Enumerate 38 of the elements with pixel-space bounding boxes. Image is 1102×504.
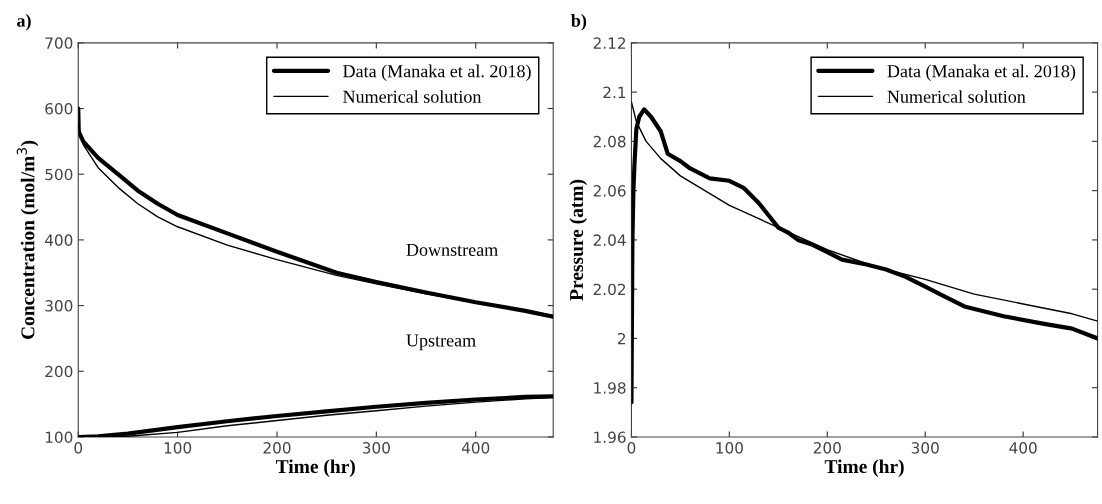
y-tick-label: 2.04 <box>593 234 626 246</box>
x-axis-title: Time (hr) <box>824 459 904 478</box>
x-tick-label: 300 <box>911 442 939 454</box>
x-tick-label: 300 <box>362 442 390 454</box>
x-tick-label: 200 <box>263 442 291 454</box>
y-tick-label: 2.02 <box>593 283 626 296</box>
y-tick-label: 600 <box>45 102 73 115</box>
x-tick-label: 0 <box>74 442 83 454</box>
annotation: Downstream <box>406 243 498 256</box>
chart-title: b) <box>571 14 587 31</box>
x-tick-label: 200 <box>813 442 841 454</box>
y-tick-label: 700 <box>45 37 73 49</box>
y-tick-label: 2.1 <box>603 86 626 98</box>
y-tick-label: 1.98 <box>594 382 626 394</box>
y-tick-label: 2.12 <box>593 37 626 49</box>
legend-label: Numerical solution <box>343 90 482 103</box>
y-tick-label: 200 <box>45 365 73 378</box>
legend-label: Numerical solution <box>887 90 1026 103</box>
annotation: Upstream <box>406 334 476 351</box>
x-tick-label: 400 <box>461 442 490 454</box>
x-tick-label: 100 <box>164 442 192 454</box>
y-axis-title: Pressure (atm) <box>569 179 588 301</box>
x-tick-label: 400 <box>1009 442 1037 454</box>
legend-label: Data (Manaka et al. 2018) <box>343 64 531 81</box>
y-tick-label: 1.96 <box>594 431 626 443</box>
x-tick-label: 100 <box>716 442 743 454</box>
y-tick-label: 2.06 <box>593 185 626 197</box>
y-tick-label: 100 <box>45 431 73 443</box>
y-tick-label: 2 <box>617 332 626 345</box>
legend-label: Data (Manaka et al. 2018) <box>887 64 1076 81</box>
y-axis-title: Concentration (mol/m$^{3}$) <box>16 140 39 339</box>
y-tick-label: 500 <box>45 168 73 181</box>
x-tick-label: 0 <box>627 442 636 454</box>
x-axis-title: Time (hr) <box>275 459 355 478</box>
y-tick-label: 300 <box>45 300 73 312</box>
chart-title: a) <box>17 14 31 31</box>
y-tick-label: 2.08 <box>593 135 626 148</box>
y-tick-label: 400 <box>44 234 73 246</box>
